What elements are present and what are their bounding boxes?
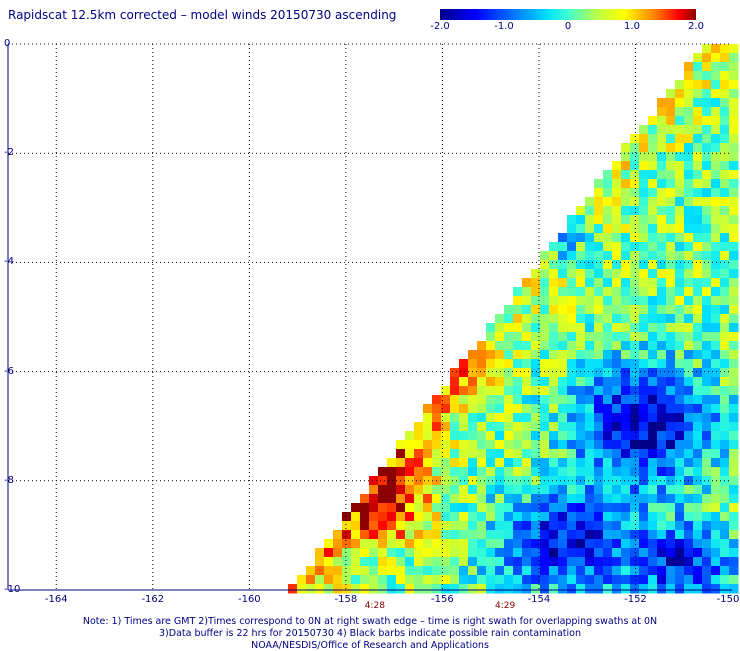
colorbar-label: 1.0 — [624, 21, 640, 32]
lon-tick-label: -164 — [44, 594, 68, 605]
colorbar-label: 2.0 — [688, 21, 704, 32]
lat-tick-label: -8 — [4, 474, 14, 486]
note-line-3: NOAA/NESDIS/Office of Research and Appli… — [251, 640, 489, 651]
colorbar-label: 0 — [564, 21, 572, 32]
lon-tick-label: -154 — [527, 594, 551, 605]
lon-tick-label: -160 — [237, 594, 261, 605]
lon-tick-label: -162 — [141, 594, 165, 605]
lon-tick-label: -150 — [716, 594, 740, 605]
lat-tick-label: -6 — [4, 365, 14, 377]
map-title: Rapidscat 12.5km corrected – model winds… — [8, 8, 397, 22]
note-line-2: 3)Data buffer is 22 hrs for 20150730 4) … — [159, 628, 581, 639]
colorbar-label: -1.0 — [494, 21, 514, 32]
lat-tick-label: -2 — [4, 147, 14, 159]
lon-tick-label: -158 — [334, 594, 358, 605]
colorbar-label: -2.0 — [430, 21, 450, 32]
note-line-1: Note: 1) Times are GMT 2)Times correspon… — [82, 616, 658, 627]
lat-tick-label: -10 — [4, 584, 21, 595]
swath-time-label: 4:29 — [495, 601, 516, 611]
lat-tick-label: 0 — [4, 38, 11, 49]
lon-tick-label: -152 — [624, 594, 647, 605]
colorbar — [440, 9, 696, 20]
swath-cells — [288, 44, 739, 594]
lat-tick-label: -4 — [4, 256, 14, 268]
swath-time-label: 4:28 — [364, 601, 385, 611]
lon-tick-label: -156 — [431, 594, 454, 605]
